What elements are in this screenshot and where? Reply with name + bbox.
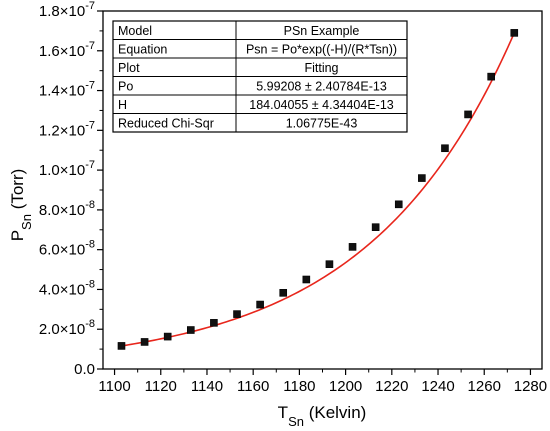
data-point [302,275,311,284]
stats-table-label: Po [118,80,133,94]
data-point [464,110,472,119]
data-point [441,144,449,153]
data-point [279,289,288,297]
x-tick-label: 1220 [375,378,408,395]
y-tick-label: 1.2×10-7 [39,119,95,139]
y-axis-title-unit: (Torr) [8,169,27,214]
y-tick-label: 8.0×10-8 [39,199,95,219]
data-point [510,29,519,37]
stats-table-value: PSn Example [284,24,360,38]
data-point [163,332,172,341]
stats-table-label: Model [118,24,152,38]
data-point [117,342,126,350]
x-axis-title-sub: Sn [288,414,304,429]
x-axis-title: TSn (Kelvin) [278,403,367,429]
x-axis-title-unit: (Kelvin) [304,403,366,422]
stats-table: Model PSn Example Equation Psn = Po*exp((-H… [112,20,408,133]
data-point [371,223,380,231]
y-tick-label: 2.0×10-8 [39,318,95,338]
x-tick-label: 1260 [468,378,501,395]
y-tick-label: 0.0 [74,361,95,378]
y-tick-label: 1.0×10-7 [39,159,95,179]
data-point [348,243,357,251]
stats-table-label: H [118,98,127,112]
x-tick-label: 1100 [98,378,130,395]
y-tick-label: 4.0×10-8 [39,278,95,298]
data-point [233,310,241,318]
x-tick-label: 1160 [237,378,269,395]
y-tick-label: 1.4×10-7 [39,80,95,100]
data-point [210,319,218,327]
data-point [140,338,149,346]
y-axis-title-main: P [8,230,27,241]
x-tick-label: 1280 [514,378,547,395]
stats-table-value: Fitting [304,61,338,75]
x-tick-label: 1120 [145,378,177,395]
stats-table-value: Psn = Po*exp((-H)/(R*Tsn)) [246,43,397,57]
x-tick-label: 1240 [421,378,454,395]
data-point [487,72,495,81]
stats-table-label: Equation [118,43,167,57]
x-tick-label: 1140 [191,378,223,395]
y-axis-title-sub: Sn [19,214,34,230]
y-tick-label: 1.8×10-7 [39,0,95,20]
y-tick-label: 1.6×10-7 [39,40,95,60]
y-axis-title: PSn (Torr) [8,169,34,242]
stats-table-value: 1.06775E-43 [286,117,358,131]
plot-area: 1100 1120 1140 1160 1180 1200 1220 1240 1260 1280… [39,0,547,395]
data-point [325,260,334,268]
stats-table-label: Plot [118,61,140,75]
data-point [394,200,403,209]
x-axis-title-main: T [278,403,288,422]
x-tick-label: 1200 [329,378,362,395]
x-tick-label: 1180 [283,378,315,395]
stats-table-label: Reduced Chi-Sqr [118,117,214,131]
fit-curve [121,32,516,347]
data-point [256,300,264,309]
stats-table-value: 184.04055 ± 4.34404E-13 [249,98,394,112]
data-point [187,326,195,334]
stats-table-value: 5.99208 ± 2.40784E-13 [256,80,387,94]
data-point [418,174,426,182]
y-tick-label: 6.0×10-8 [39,239,95,259]
